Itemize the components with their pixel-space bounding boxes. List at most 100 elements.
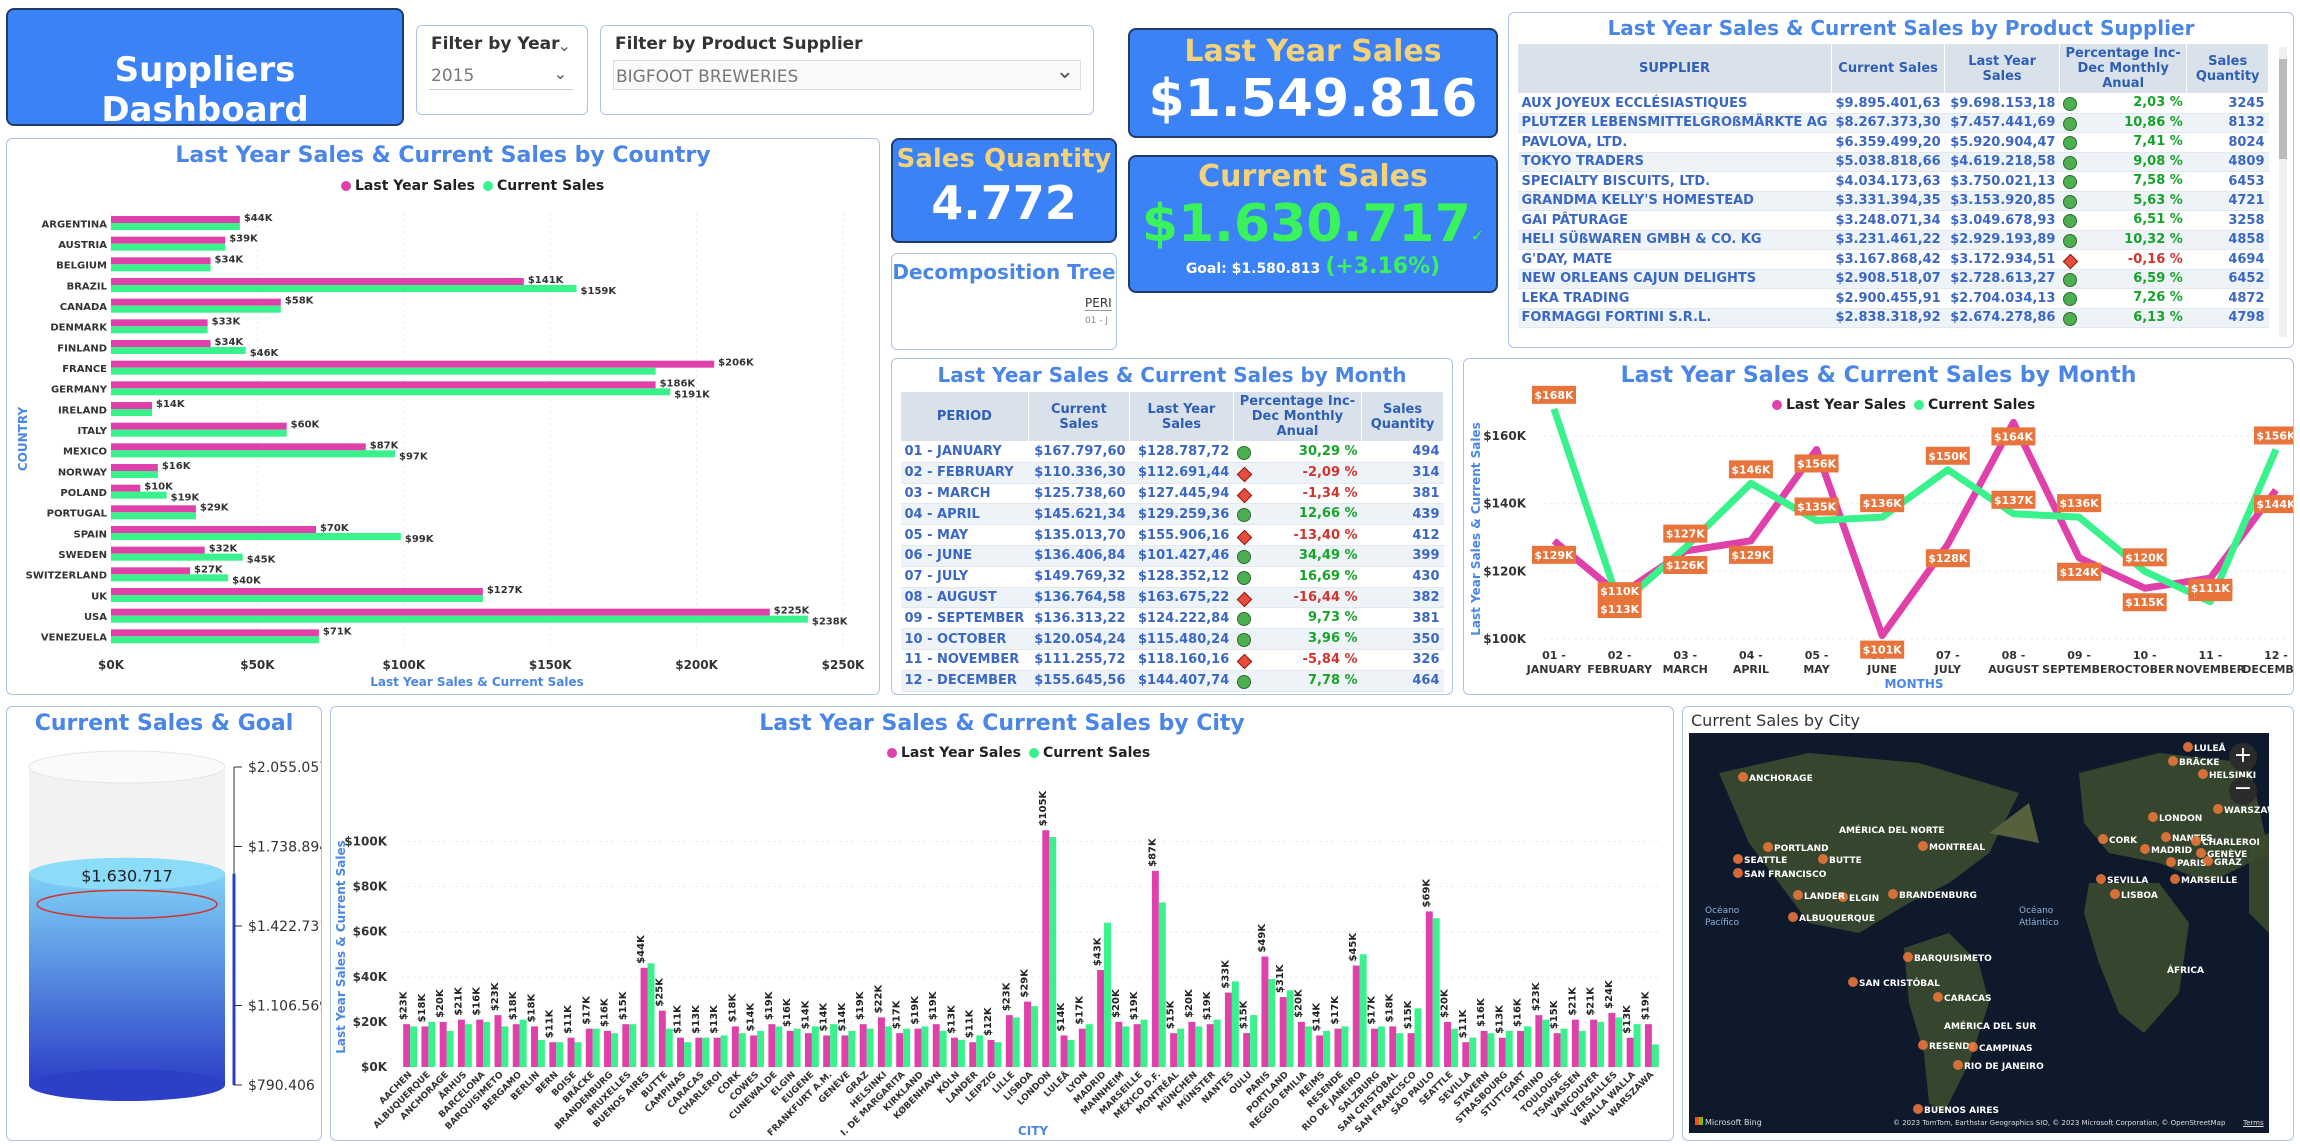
value-cell: 494 bbox=[1361, 441, 1444, 463]
table-row[interactable]: 06 - JUNE $136.406,84 $101.427,46 34,49 % 39… bbox=[900, 545, 1444, 567]
zoom-out-button[interactable]: − bbox=[2229, 777, 2257, 805]
table-row[interactable]: AUX JOYEUX ECCLÉSIASTIQUES $9.895.401,63 $… bbox=[1517, 93, 2269, 114]
table-header[interactable]: Current Sales bbox=[1027, 391, 1131, 442]
table-row[interactable]: PLUTZER LEBENSMITTELGROßMÄRKTE AG $8.267.… bbox=[1517, 113, 2269, 133]
chevron-down-icon[interactable]: ⌄ bbox=[557, 36, 571, 55]
table-row[interactable]: 04 - APRIL $145.621,34 $129.259,36 12,66 % 4… bbox=[900, 503, 1444, 526]
table-row[interactable]: NEW ORLEANS CAJUN DELIGHTS $2.908.518,07 $… bbox=[1517, 269, 2269, 289]
table-header[interactable]: Sales Quantity bbox=[1361, 391, 1444, 442]
table-row[interactable]: 11 - NOVEMBER $111.255,72 $118.160,16 -5,84… bbox=[900, 649, 1444, 671]
data-label: $17K bbox=[892, 999, 903, 1029]
bar-current bbox=[1432, 918, 1440, 1067]
bar-last-year bbox=[658, 1010, 666, 1067]
table-row[interactable]: GAI PÂTURAGE $3.248.071,34 $3.049.678,93 6,… bbox=[1517, 210, 2269, 231]
value-cell: 412 bbox=[1361, 524, 1444, 546]
table-row[interactable]: 01 - JANUARY $167.797,60 $128.787,72 30,29 … bbox=[900, 441, 1444, 463]
decomposition-tree-panel[interactable]: Decomposition Tree PERI 01 - J bbox=[891, 253, 1117, 350]
fill-surface bbox=[29, 857, 225, 890]
table-header[interactable]: Last Year Sales bbox=[1129, 391, 1234, 442]
country-chart-legend: Last Year Sales Current Sales bbox=[333, 178, 604, 194]
bar-current bbox=[1231, 981, 1239, 1067]
table-header[interactable]: PERIOD bbox=[900, 391, 1029, 442]
table-header[interactable]: Current Sales bbox=[1830, 43, 1946, 94]
data-label: $12K bbox=[983, 1006, 994, 1036]
data-label: $11K bbox=[673, 1004, 684, 1034]
scrollbar[interactable] bbox=[2279, 47, 2287, 337]
map-panel[interactable]: Current Sales by City ANCHORAGE AMÉRICA D… bbox=[1682, 706, 2294, 1141]
data-label: $27K bbox=[194, 564, 224, 575]
map-terms-link[interactable]: Terms bbox=[2243, 1119, 2264, 1127]
bar-last-year bbox=[622, 1024, 630, 1067]
table-row[interactable]: 12 - DECEMBER $155.645,56 $144.407,74 7,78 … bbox=[900, 670, 1444, 692]
table-row[interactable]: PAVLOVA, LTD. $6.359.499,20 $5.920.904,47 7… bbox=[1517, 132, 2269, 153]
table-header[interactable]: Percentage Inc-Dec Monthly Anual bbox=[2058, 43, 2188, 94]
percentage-value: 2,03 % bbox=[2133, 95, 2183, 111]
table-header[interactable]: Percentage Inc-Dec Monthly Anual bbox=[1232, 391, 1363, 442]
percentage-cell: 6,59 % bbox=[2059, 269, 2187, 289]
data-label: $156K bbox=[2256, 429, 2294, 442]
table-row[interactable]: HELI SÜßWAREN GMBH & CO. KG $3.231.461,22… bbox=[1517, 230, 2269, 250]
y-axis-label: Last Year Sales & Current Sales bbox=[1469, 422, 1483, 636]
table-row[interactable]: LEKA TRADING $2.900.455,91 $2.704.034,13 7,… bbox=[1517, 288, 2269, 309]
bar-last-year bbox=[1224, 992, 1232, 1067]
table-row[interactable]: 09 - SEPTEMBER $136.313,22 $124.222,84 9,73… bbox=[900, 607, 1444, 630]
percentage-cell: 30,29 % bbox=[1233, 441, 1362, 463]
value-cell: $149.769,32 bbox=[1028, 566, 1130, 588]
table-row[interactable]: GRANDMA KELLY'S HOMESTEAD $3.331.394,35 $3… bbox=[1517, 191, 2269, 211]
bar-current bbox=[111, 615, 808, 623]
value-cell: $111.255,72 bbox=[1028, 649, 1130, 671]
bar-current bbox=[428, 1021, 436, 1067]
table-row[interactable]: 08 - AUGUST $136.764,58 $163.675,22 -16,44 … bbox=[900, 587, 1444, 609]
supplier-name-cell: LEKA TRADING bbox=[1517, 288, 1832, 309]
value-cell: $144.407,74 bbox=[1129, 670, 1234, 692]
table-row[interactable]: 10 - OCTOBER $120.054,24 $115.480,24 3,96 %… bbox=[900, 628, 1444, 650]
scrollbar-thumb[interactable] bbox=[2279, 59, 2287, 159]
world-map[interactable]: ANCHORAGE AMÉRICA DEL NORTE PORTLAND SEATTL… bbox=[1689, 733, 2269, 1133]
bar-last-year bbox=[1243, 1033, 1251, 1067]
table-row[interactable]: FORMAGGI FORTINI S.R.L. $2.838.318,92 $2.6… bbox=[1517, 308, 2269, 328]
table-row[interactable]: SPECIALTY BISCUITS, LTD. $4.034.173,63 $3.… bbox=[1517, 171, 2269, 192]
value-cell: $2.704.034,13 bbox=[1944, 288, 2060, 309]
bar-current bbox=[884, 1026, 892, 1067]
table-row[interactable]: 05 - MAY $135.013,70 $155.906,16 -13,40 % 41… bbox=[900, 524, 1444, 546]
bar-current bbox=[111, 636, 319, 644]
table-header[interactable]: Sales Quantity bbox=[2186, 43, 2269, 94]
table-row[interactable]: 02 - FEBRUARY $110.336,30 $112.691,44 -2,09… bbox=[900, 462, 1444, 484]
table-row[interactable]: 03 - MARCH $125.738,60 $127.445,94 -1,34 % 3… bbox=[900, 483, 1444, 505]
green-circle-icon bbox=[2063, 292, 2078, 307]
year-select[interactable]: 2015 ⌄ bbox=[429, 60, 573, 90]
gauge-tick-label: $790.406 bbox=[248, 1078, 315, 1094]
check-icon: ✓ bbox=[1470, 226, 1485, 245]
data-label: $19K bbox=[764, 990, 775, 1020]
data-label: $129K bbox=[1534, 549, 1574, 562]
legend-current-label: Current Sales bbox=[1043, 745, 1151, 761]
table-header[interactable]: Last Year Sales bbox=[1944, 43, 2060, 94]
percentage-cell: -1,34 % bbox=[1233, 483, 1362, 505]
table-row[interactable]: 07 - JULY $149.769,32 $128.352,12 16,69 % 43… bbox=[900, 566, 1444, 588]
value-cell: $136.406,84 bbox=[1028, 545, 1130, 567]
x-tick-label: AUGUST bbox=[1988, 663, 2039, 676]
bar-last-year bbox=[1535, 1015, 1543, 1067]
zoom-in-button[interactable]: + bbox=[2229, 743, 2257, 771]
country-chart-title: Last Year Sales & Current Sales by Count… bbox=[175, 143, 711, 168]
year-filter[interactable]: Filter by Year ⌄ 2015 ⌄ bbox=[416, 25, 588, 115]
table-row[interactable]: TOKYO TRADERS $5.038.818,66 $4.619.218,58 9… bbox=[1517, 152, 2269, 172]
city-bubble bbox=[1913, 1104, 1923, 1114]
table-header[interactable]: SUPPLIER bbox=[1517, 43, 1832, 94]
bar-last-year bbox=[585, 1028, 593, 1067]
x-axis-label: CITY bbox=[1018, 1124, 1048, 1138]
period-cell: 08 - AUGUST bbox=[900, 587, 1029, 609]
data-label: $156K bbox=[1797, 457, 1837, 470]
decomposition-node-label[interactable]: PERI bbox=[1085, 296, 1112, 311]
data-label: $22K bbox=[873, 984, 884, 1014]
table-row[interactable]: G'DAY, MATE $3.167.868,42 $3.172.934,51 -0,… bbox=[1517, 249, 2269, 270]
data-label: $20K bbox=[1111, 988, 1122, 1018]
percentage-cell: 34,49 % bbox=[1233, 545, 1362, 567]
percentage-cell: -13,40 % bbox=[1233, 524, 1362, 546]
value-cell: $7.457.441,69 bbox=[1944, 113, 2060, 133]
current-sales-value: $1.630.717 bbox=[1141, 194, 1471, 254]
value-cell: $145.621,34 bbox=[1028, 503, 1130, 526]
supplier-select[interactable]: BIGFOOT BREWERIES ⌄ bbox=[613, 59, 1081, 90]
bar-current bbox=[1323, 1030, 1331, 1067]
supplier-filter[interactable]: Filter by Product Supplier BIGFOOT BREWE… bbox=[600, 25, 1094, 115]
